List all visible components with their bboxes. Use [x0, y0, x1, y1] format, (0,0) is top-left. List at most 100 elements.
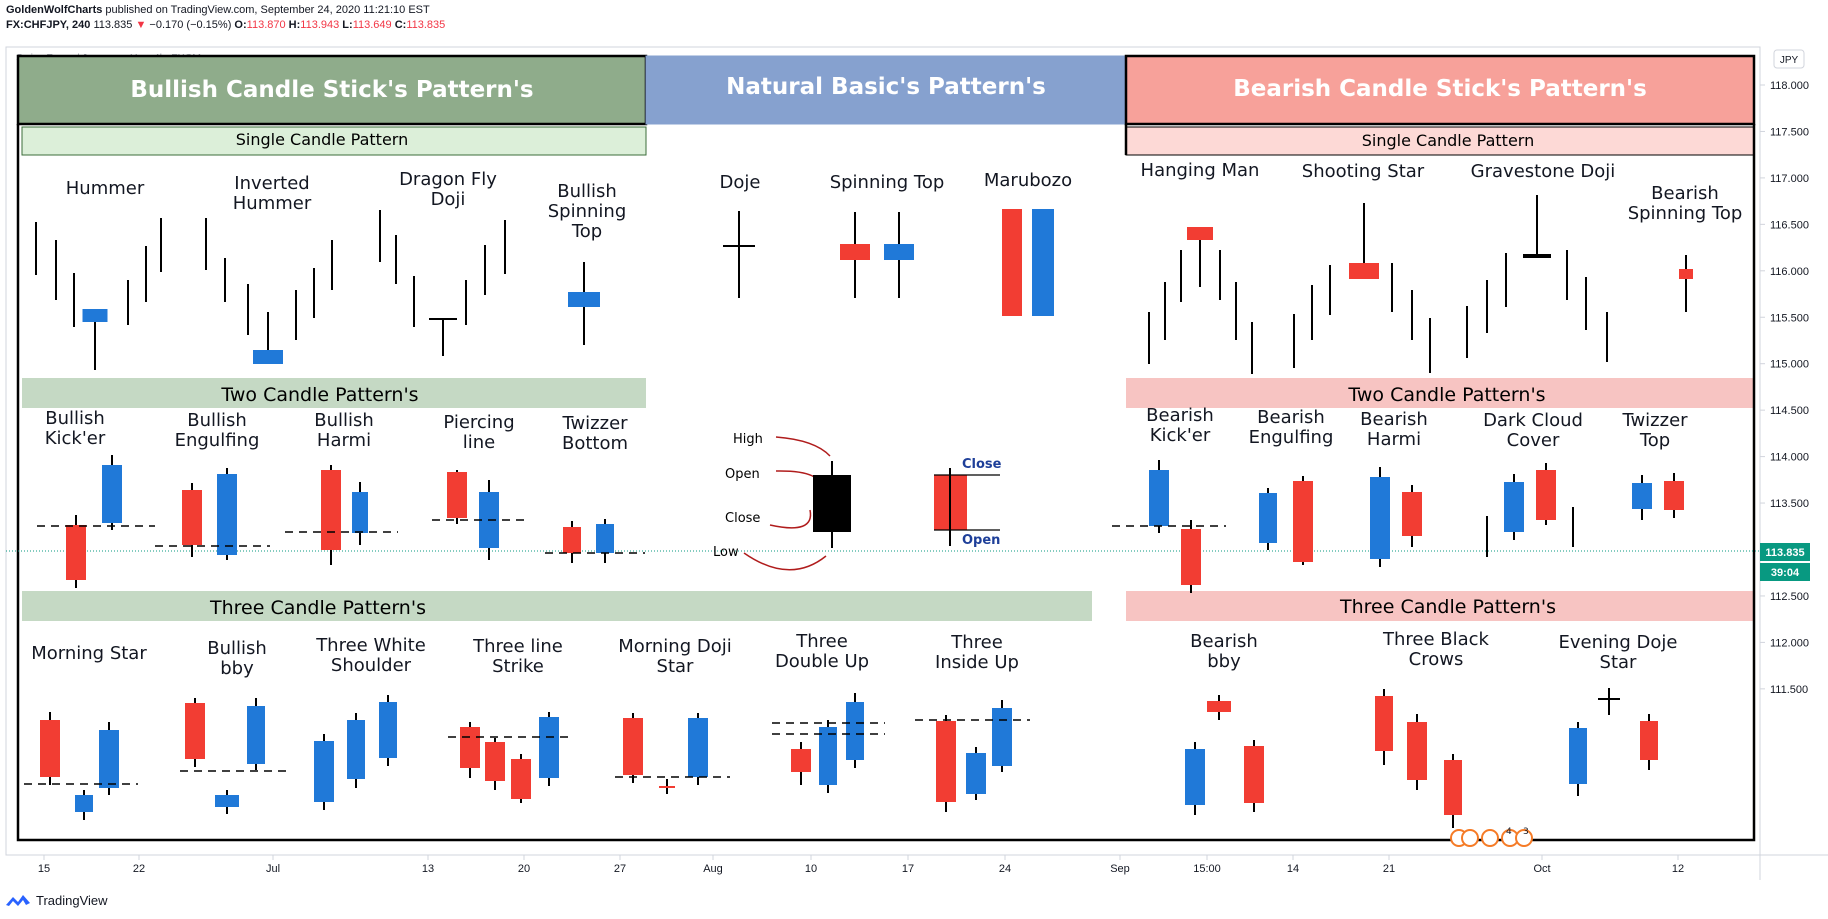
candle-body — [884, 244, 914, 260]
pattern-label-bearish-kicker: Bearish Kick'er — [1146, 405, 1214, 446]
candle-body — [379, 702, 397, 758]
pattern-label-dragon-fly-doji: Dragon Fly Doji — [399, 169, 497, 210]
candle-body — [1002, 209, 1022, 316]
neutral-banner-title: Natural Basic's Pattern's — [726, 74, 1046, 100]
x-tick-label: 15:00 — [1193, 863, 1221, 875]
x-tick-label: 15 — [38, 863, 50, 875]
candle-body — [1640, 721, 1658, 760]
candle-body — [966, 753, 986, 794]
candle-body — [1293, 481, 1313, 562]
candle-body — [1664, 481, 1684, 510]
author-name[interactable]: GoldenWolfCharts — [6, 4, 103, 16]
event-icon-2[interactable] — [1461, 829, 1479, 847]
y-tick-label: 116.500 — [1770, 219, 1809, 231]
candle-body — [1187, 227, 1213, 240]
pattern-label-three-black-crows: Three Black Crows — [1382, 629, 1490, 670]
pattern-label-hanging-man: Hanging Man — [1141, 160, 1260, 181]
bear-two-bar — [1126, 378, 1754, 408]
time-axis: 15 22 Jul 13 20 27 Aug 10 17 24 Sep 15:00 14 21 Oct 12 — [38, 855, 1684, 875]
pattern-label-bullish-engulfing: Bullish Engulfing — [175, 410, 260, 451]
x-tick-label: 10 — [805, 863, 817, 875]
pattern-label-bearish-harmi: Bearish Harmi — [1360, 409, 1428, 450]
pattern-label-morning-star: Morning Star — [31, 643, 147, 664]
event-icon-3[interactable] — [1481, 829, 1499, 847]
chart-header: GoldenWolfCharts published on TradingVie… — [6, 3, 445, 33]
candle-body — [347, 720, 365, 779]
candle-body — [819, 727, 837, 785]
x-tick-label: Jul — [266, 863, 280, 875]
candle-body — [568, 292, 600, 307]
candle-body — [1185, 749, 1205, 805]
published-text: published on TradingView.com, September … — [105, 4, 430, 16]
candle-body — [352, 492, 368, 533]
pattern-label-three-line-strike: Three line Strike — [472, 636, 563, 677]
x-tick-label: 12 — [1672, 863, 1684, 875]
candle-body — [1375, 696, 1393, 751]
countdown-tag-text: 39:04 — [1771, 567, 1800, 579]
bear-single-title: Single Candle Pattern — [1362, 131, 1534, 150]
close-value: 113.835 — [406, 19, 446, 31]
event-count-a: 4 — [1506, 827, 1512, 837]
pattern-label-evening-doje-star: Evening Doje Star — [1558, 632, 1677, 673]
pattern-label-bullish-kicker: Bullish Kick'er — [45, 408, 106, 449]
neutral-banner — [645, 55, 1127, 125]
last-price-tag — [1760, 543, 1810, 561]
candle-body — [1402, 492, 1422, 536]
bull-two-bar — [22, 378, 646, 408]
anatomy-low-label: Low — [713, 545, 739, 560]
high-label: H: — [288, 19, 301, 31]
candle-body — [217, 474, 237, 555]
countdown-tag — [1760, 563, 1810, 581]
candle-body — [1504, 482, 1524, 532]
y-tick-label: 117.500 — [1770, 126, 1809, 138]
chart-canvas[interactable]: Swiss Franc / Japanese Yen, 4h, FXCM Bul… — [0, 0, 1828, 890]
candle-body — [563, 527, 581, 553]
candle-body — [1523, 254, 1551, 258]
x-tick-label: 14 — [1287, 863, 1299, 875]
event-icons[interactable]: 4 3 — [1450, 827, 1533, 847]
bull-single-bar — [21, 126, 647, 156]
price-axis: 118.000 117.500 117.000 116.500 116.000 115.5… — [1760, 80, 1809, 696]
pattern-label-dark-cloud-cover: Dark Cloud Cover — [1483, 410, 1583, 451]
last-price-tag-text: 113.835 — [1765, 547, 1804, 559]
candle-body — [1207, 701, 1231, 712]
pattern-label-bullish-bby: Bullish bby — [207, 638, 267, 679]
low-value: 113.649 — [352, 19, 392, 31]
bearish-banner-title: Bearish Candle Stick's Pattern's — [1233, 76, 1647, 102]
y-tick-label: 116.000 — [1770, 266, 1809, 278]
bearish-banner — [1124, 54, 1756, 126]
event-count-b: 3 — [1523, 827, 1529, 837]
candle-body — [321, 470, 341, 550]
candle-body — [511, 759, 531, 799]
event-icon-5[interactable] — [1515, 829, 1533, 847]
pattern-label-morning-doji-star: Morning Doji Star — [618, 636, 731, 677]
pattern-label-doje: Doje — [720, 172, 761, 193]
x-tick-label: 20 — [518, 863, 530, 875]
candle-body — [1569, 728, 1587, 784]
open-value: 113.870 — [246, 19, 286, 31]
candle-body — [75, 795, 93, 812]
x-tick-label: 22 — [133, 863, 145, 875]
bull-three-bar — [22, 591, 1092, 621]
pattern-label-hummer: Hummer — [66, 178, 145, 199]
pattern-label-bearish-engulfing: Bearish Engulfing — [1249, 407, 1334, 448]
candle-body — [1149, 470, 1169, 526]
candle-body — [82, 309, 108, 322]
candle-body — [1598, 698, 1620, 700]
symbol-label[interactable]: FX:CHFJPY, 240 — [6, 19, 91, 31]
pattern-label-shooting-star: Shooting Star — [1302, 161, 1425, 182]
candle-body — [253, 350, 283, 364]
candles — [35, 195, 1693, 828]
bull-three-title: Three Candle Pattern's — [209, 597, 426, 619]
close-label: C: — [394, 19, 407, 31]
candle-body — [596, 524, 614, 553]
candle-body — [99, 730, 119, 788]
candle-body — [485, 742, 505, 781]
currency-badge[interactable] — [1773, 49, 1805, 69]
anatomy-open-label: Open — [725, 467, 760, 482]
x-tick-label: 27 — [614, 863, 626, 875]
footer-brand[interactable]: TradingView — [6, 893, 108, 908]
candle-body — [1349, 263, 1379, 279]
y-tick-label: 115.500 — [1770, 312, 1809, 324]
candle-body — [1407, 722, 1427, 780]
